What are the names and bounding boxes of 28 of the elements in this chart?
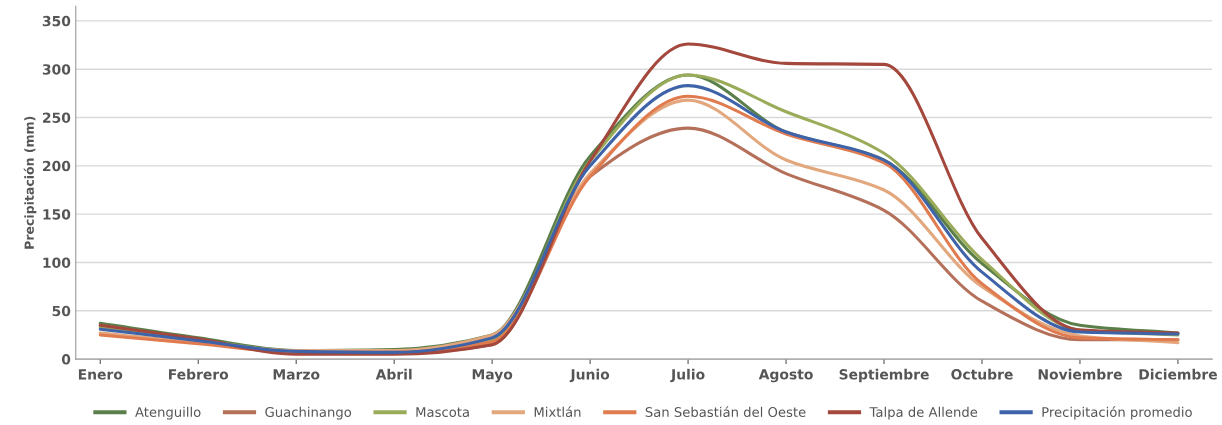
x-tick-label: Noviembre [1038,368,1122,380]
x-tick-label: Febrero [169,368,229,380]
y-tick-label: 350 [42,15,71,27]
x-tick-label: Agosto [758,369,813,383]
x-tick-label: Septiembre [839,368,929,383]
legend-label: Talpa de Allende [869,406,978,420]
x-tick-label: Diciembre [1139,368,1217,380]
y-tick-label: 150 [43,209,71,220]
y-tick-label: 0 [61,354,71,365]
legend-label: Guachinango [265,406,352,420]
legend-label: San Sebastián del Oeste [645,406,806,418]
x-tick-label: Junio [569,368,610,383]
x-tick-label: Mayo [472,369,513,383]
legend-label: Precipitación promedio [1042,406,1192,420]
y-axis-title: Precipitación (mm) [23,116,37,249]
x-tick-label: Enero [78,369,123,380]
legend-label: Atenguillo [135,406,201,420]
y-tick-label: 200 [43,160,71,172]
x-tick-label: Abril [375,368,412,380]
y-tick-label: 100 [43,257,71,268]
x-tick-label: Octubre [951,368,1013,380]
legend-label: Mascota [416,407,469,418]
y-tick-label: 300 [42,64,71,75]
y-tick-label: 250 [43,112,71,123]
y-tick-label: 50 [52,305,71,317]
legend-label: Mixtlán [534,406,581,418]
x-tick-label: Julio [670,368,705,383]
x-tick-label: Marzo [273,369,320,380]
